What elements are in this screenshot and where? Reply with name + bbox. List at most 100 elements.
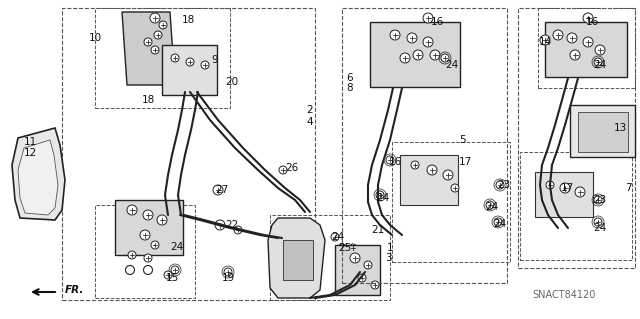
Text: 11: 11: [24, 137, 36, 147]
Circle shape: [567, 33, 577, 43]
Text: 26: 26: [285, 163, 299, 173]
Circle shape: [451, 184, 459, 192]
Circle shape: [594, 196, 602, 204]
Text: 14: 14: [538, 37, 552, 47]
Circle shape: [594, 58, 602, 66]
Text: 24: 24: [332, 232, 344, 242]
Bar: [270, 215, 390, 300]
Bar: [538, 8, 635, 88]
Text: 17: 17: [458, 157, 472, 167]
Circle shape: [430, 50, 440, 60]
Bar: [62, 8, 315, 300]
Text: 16: 16: [388, 157, 402, 167]
Circle shape: [540, 35, 550, 45]
Circle shape: [143, 210, 153, 220]
Text: 6: 6: [347, 73, 353, 83]
Bar: [370, 22, 460, 87]
Circle shape: [171, 54, 179, 62]
Circle shape: [390, 30, 400, 40]
Text: 19: 19: [221, 273, 235, 283]
Text: 24: 24: [485, 202, 499, 212]
Circle shape: [423, 37, 433, 47]
Text: 15: 15: [165, 273, 179, 283]
Circle shape: [400, 53, 410, 63]
Text: 25: 25: [339, 243, 351, 253]
Circle shape: [371, 281, 379, 289]
Text: 23: 23: [593, 195, 607, 205]
Circle shape: [159, 21, 167, 29]
Bar: [95, 8, 230, 108]
Circle shape: [171, 266, 179, 274]
Text: 16: 16: [430, 17, 444, 27]
Polygon shape: [18, 140, 58, 215]
Circle shape: [201, 61, 209, 69]
Text: SNACТ84120: SNACТ84120: [532, 290, 595, 300]
Bar: [518, 8, 635, 268]
Circle shape: [386, 156, 394, 164]
Text: 7: 7: [625, 183, 631, 193]
Circle shape: [583, 13, 593, 23]
Text: 23: 23: [497, 180, 511, 190]
Text: 24: 24: [170, 242, 184, 252]
Bar: [392, 142, 510, 262]
Circle shape: [594, 218, 602, 226]
Text: 18: 18: [181, 15, 195, 25]
Bar: [115, 200, 183, 255]
Circle shape: [279, 166, 287, 174]
Circle shape: [486, 201, 494, 209]
Circle shape: [546, 181, 554, 189]
Circle shape: [127, 205, 137, 215]
Bar: [578, 112, 628, 152]
Circle shape: [224, 268, 232, 276]
Text: 4: 4: [307, 117, 314, 127]
Circle shape: [151, 46, 159, 54]
Text: 1: 1: [387, 243, 394, 253]
Circle shape: [144, 254, 152, 262]
Text: 21: 21: [371, 225, 385, 235]
Circle shape: [331, 233, 339, 241]
Circle shape: [150, 13, 160, 23]
Circle shape: [407, 33, 417, 43]
Text: 13: 13: [613, 123, 627, 133]
Text: 3: 3: [385, 253, 391, 263]
Text: 10: 10: [88, 33, 102, 43]
Bar: [570, 105, 635, 157]
Circle shape: [215, 220, 225, 230]
Text: 22: 22: [225, 220, 239, 230]
Circle shape: [364, 261, 372, 269]
Circle shape: [413, 50, 423, 60]
Text: FR.: FR.: [65, 285, 84, 295]
Circle shape: [411, 161, 419, 169]
Text: 17: 17: [561, 183, 573, 193]
Bar: [342, 8, 507, 283]
Text: 16: 16: [586, 17, 598, 27]
Bar: [335, 245, 380, 295]
Circle shape: [595, 45, 605, 55]
Circle shape: [157, 215, 167, 225]
Bar: [400, 155, 458, 205]
Polygon shape: [122, 12, 175, 85]
Bar: [283, 240, 313, 280]
Circle shape: [140, 230, 150, 240]
Circle shape: [494, 218, 502, 226]
Circle shape: [575, 187, 585, 197]
Text: 24: 24: [593, 60, 607, 70]
Text: 27: 27: [216, 185, 228, 195]
Circle shape: [443, 170, 453, 180]
Text: 24: 24: [593, 223, 607, 233]
Circle shape: [427, 165, 437, 175]
Text: 12: 12: [24, 148, 36, 158]
Circle shape: [560, 183, 570, 193]
Circle shape: [423, 13, 433, 23]
Circle shape: [164, 271, 172, 279]
Text: 24: 24: [376, 193, 390, 203]
Circle shape: [349, 244, 357, 252]
Bar: [520, 152, 632, 260]
Circle shape: [151, 241, 159, 249]
Circle shape: [128, 251, 136, 259]
Text: 24: 24: [445, 60, 459, 70]
Bar: [162, 45, 217, 95]
Bar: [95, 205, 195, 298]
Text: 8: 8: [347, 83, 353, 93]
Text: 2: 2: [307, 105, 314, 115]
